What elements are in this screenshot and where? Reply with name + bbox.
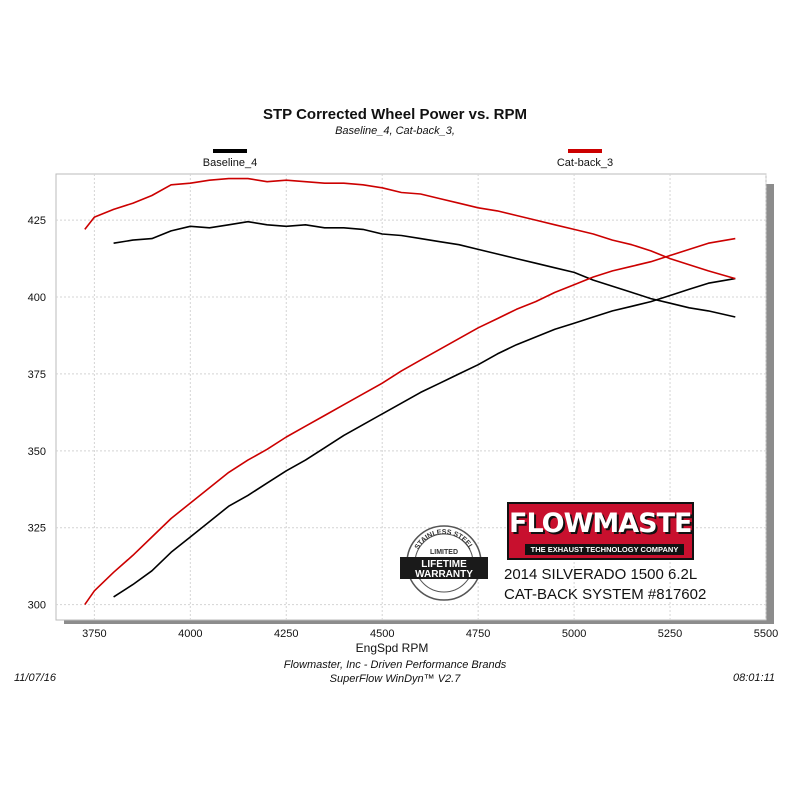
- x-axis-label: EngSpd RPM: [356, 641, 429, 655]
- badge-lifetime: LIFETIME: [421, 559, 467, 570]
- x-tick-label: 4750: [466, 628, 490, 640]
- y-tick-label: 325: [28, 523, 46, 535]
- legend-label-catback: Cat-back_3: [556, 157, 614, 169]
- legend-label-baseline: Baseline_4: [202, 157, 258, 169]
- x-tick-label: 4250: [274, 628, 298, 640]
- x-tick-label: 5000: [562, 628, 586, 640]
- y-tick-label: 350: [28, 446, 46, 458]
- badge-banner: [400, 557, 488, 579]
- y-tick-label: 300: [28, 600, 46, 612]
- catback-power-line: [84, 237, 736, 606]
- x-tick-label: 5500: [754, 628, 778, 640]
- y-tick-label: 400: [28, 292, 46, 304]
- x-tick-label: 4000: [178, 628, 202, 640]
- footer-time: 08:01:11: [733, 672, 776, 684]
- y-tick-label: 375: [28, 369, 46, 381]
- x-tick-label: 5250: [658, 628, 682, 640]
- axis-tick-labels: 3750 4000 4250 4500 4750 5000 5250 5500 300 325 35…: [28, 215, 779, 640]
- footer-company: Flowmaster, Inc - Driven Performance Bra…: [283, 659, 507, 671]
- footer-date: 11/07/16: [14, 672, 57, 684]
- badge-warranty: WARRANTY: [415, 569, 473, 580]
- product-part-number: CAT-BACK SYSTEM #817602: [504, 586, 707, 603]
- baseline-torque-line: [113, 220, 736, 318]
- badge-limited: LIMITED: [430, 549, 458, 556]
- footer-software: SuperFlow WinDyn™ V2.7: [329, 673, 461, 685]
- legend-swatch-baseline: [213, 149, 247, 153]
- x-tick-label: 4500: [370, 628, 394, 640]
- chart-title: STP Corrected Wheel Power vs. RPM: [263, 106, 527, 123]
- legend-swatch-catback: [568, 149, 602, 153]
- brand-name: FLOWMASTER®: [509, 508, 694, 539]
- brand-tagline: THE EXHAUST TECHNOLOGY COMPANY: [525, 544, 684, 555]
- vehicle-model: 2014 SILVERADO 1500 6.2L: [504, 566, 698, 583]
- legend-entry-catback: Cat-back_3: [548, 149, 622, 169]
- x-tick-label: 3750: [82, 628, 106, 640]
- warranty-badge: STAINLESS STEEL LIMITED LIFETIME WARRANT…: [400, 525, 488, 601]
- data-series: [84, 177, 736, 606]
- legend-entry-baseline: Baseline_4: [195, 149, 265, 169]
- catback-torque-line: [84, 177, 736, 280]
- y-tick-label: 425: [28, 215, 46, 227]
- baseline-power-line: [113, 277, 736, 598]
- flowmaster-logo: FLOWMASTER® THE EXHAUST TECHNOLOGY COMPA…: [507, 502, 694, 560]
- chart-subtitle: Baseline_4, Cat-back_3,: [335, 125, 455, 137]
